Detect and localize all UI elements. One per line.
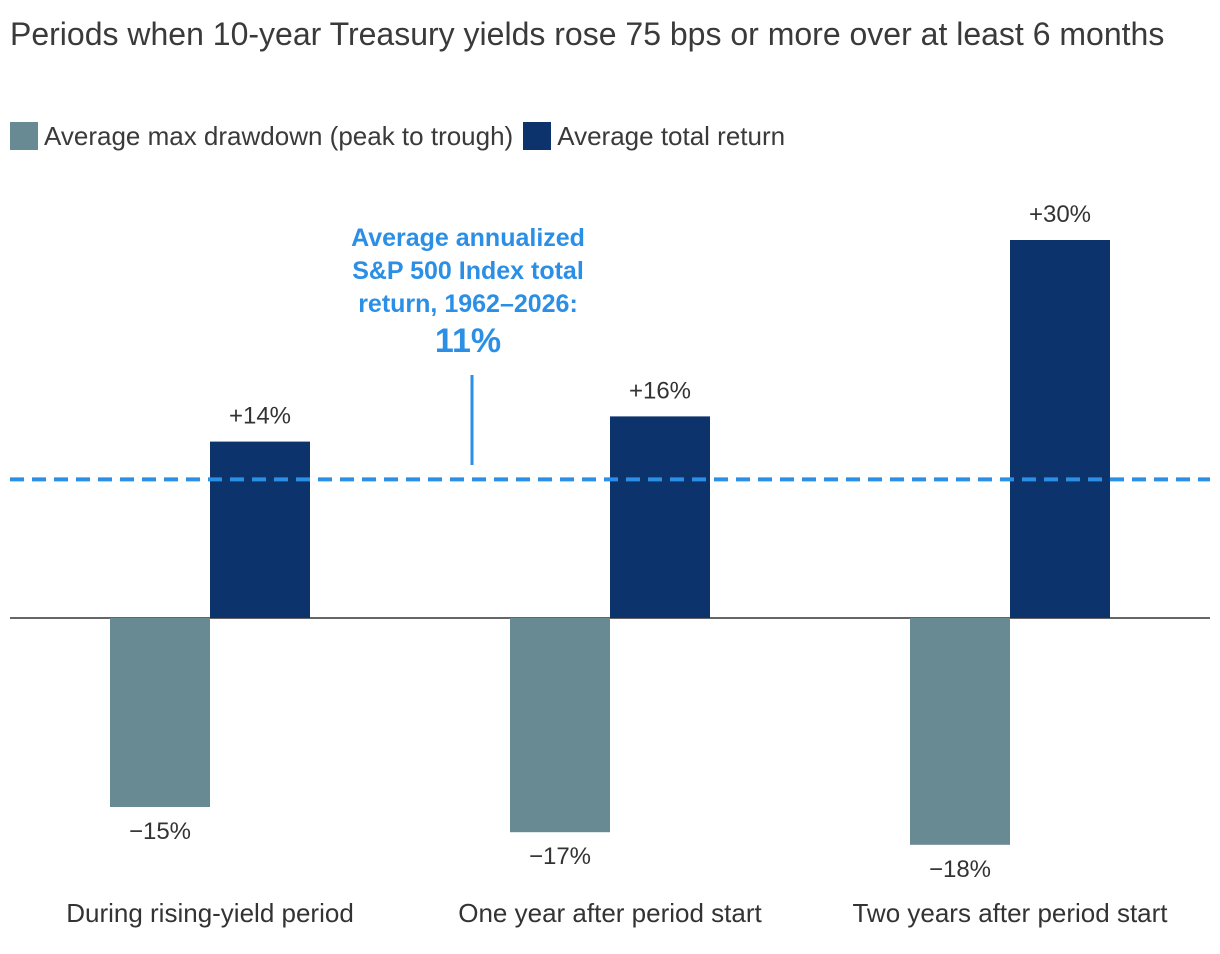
data-label-drawdown-3: −18% — [929, 856, 991, 883]
annotation-text-line-2: S&P 500 Index total — [352, 257, 584, 285]
chart-title: Periods when 10-year Treasury yields ros… — [10, 16, 1165, 52]
legend-item-drawdown: Average max drawdown (peak to trough) — [10, 121, 513, 152]
legend-swatch-drawdown — [10, 122, 38, 150]
data-label-total-return-1: +14% — [229, 403, 291, 430]
x-category-label-2: One year after period start — [458, 898, 762, 928]
bar-total-return-1 — [210, 441, 310, 618]
chart-legend: Average max drawdown (peak to trough) Av… — [10, 118, 795, 154]
bar-total-return-2 — [610, 416, 710, 618]
bar-total-return-3 — [1010, 240, 1110, 618]
annotation-text-line-1: Average annualized — [351, 224, 585, 252]
data-label-total-return-2: +16% — [629, 377, 691, 404]
legend-label-total-return: Average total return — [557, 120, 786, 151]
x-category-label-3: Two years after period start — [852, 898, 1168, 928]
legend-item-total-return: Average total return — [523, 121, 785, 152]
data-label-total-return-3: +30% — [1029, 201, 1091, 228]
legend-swatch-total-return — [523, 122, 552, 150]
legend-label-drawdown: Average max drawdown (peak to trough) — [44, 120, 514, 151]
bar-drawdown-3 — [910, 618, 1010, 845]
bar-drawdown-2 — [510, 618, 610, 833]
bar-drawdown-1 — [110, 618, 210, 807]
annotation-text-line-3: return, 1962–2026: — [358, 290, 578, 318]
annotation-value: 11% — [435, 322, 501, 360]
data-label-drawdown-1: −15% — [129, 818, 191, 845]
data-label-drawdown-2: −17% — [529, 843, 591, 870]
x-category-label-1: During rising-yield period — [66, 898, 354, 928]
